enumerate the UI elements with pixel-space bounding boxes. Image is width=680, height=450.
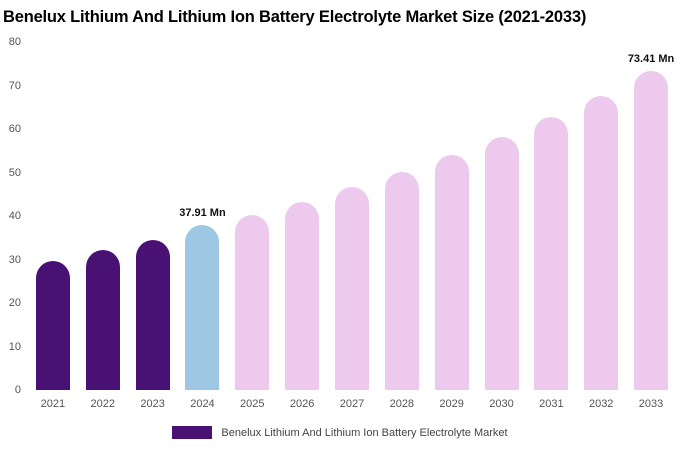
y-tick-50: 50 [8,166,21,179]
bar-2021 [35,261,70,390]
bar-2023 [135,239,170,390]
chart-title: Benelux Lithium And Lithium Ion Battery … [3,8,587,26]
x-tick-2030: 2030 [489,398,514,410]
bar-2028 [384,171,419,390]
bar-slot-2026 [277,42,327,390]
x-tick-2023: 2023 [140,398,165,410]
legend-swatch [172,426,213,439]
x-axis-labels: 2021 2022 2023 2024 2025 2026 2027 2028 2029 2030… [28,398,676,410]
bar-slot-2024: 37.91 Mn [178,42,228,390]
bar-2031 [534,116,569,390]
x-tick-2025: 2025 [240,398,265,410]
bar-2026 [285,201,320,390]
bar-2022 [85,250,120,390]
bar-slot-2028 [377,42,427,390]
x-tick-2031: 2031 [539,398,564,410]
x-tick-2024: 2024 [190,398,215,410]
value-label-2024: 37.91 Mn [179,207,226,220]
y-tick-30: 30 [8,253,21,266]
bar-slot-2029 [427,42,477,390]
bar-slot-2031 [526,42,576,390]
bar-slot-2032 [576,42,626,390]
x-tick-2028: 2028 [389,398,415,410]
bar-slot-2025 [227,42,277,390]
x-tick-2026: 2026 [289,398,315,410]
bar-2032 [584,95,619,390]
value-label-2033: 73.41 Mn [627,52,675,65]
y-tick-10: 10 [8,340,21,353]
bar-slot-2023 [128,42,178,390]
legend-label: Benelux Lithium And Lithium Ion Battery … [221,426,508,439]
x-tick-2033: 2033 [638,398,664,410]
bar-2033 [634,70,669,390]
x-tick-2032: 2032 [588,398,614,410]
bar-slot-2022 [78,42,128,390]
bar-slot-2027 [327,42,377,390]
y-tick-20: 20 [8,297,21,309]
plot-area: 37.91 Mn 73.41 Mn [28,42,676,390]
y-axis: 0 10 20 30 40 50 60 70 80 [0,36,24,396]
y-tick-70: 70 [8,79,21,92]
bar-slot-2030 [477,42,527,390]
y-tick-80: 80 [8,36,21,48]
bar-2025 [235,214,270,390]
y-tick-60: 60 [8,123,21,135]
x-tick-2021: 2021 [40,398,66,410]
x-tick-2027: 2027 [339,398,365,410]
bar-2030 [484,136,519,390]
bar-2024 [185,225,220,390]
legend: Benelux Lithium And Lithium Ion Battery … [0,426,680,439]
bar-slot-2033: 73.41 Mn [626,42,676,390]
bar-2029 [434,154,469,390]
bar-2027 [334,187,369,390]
y-tick-40: 40 [8,210,21,222]
y-tick-0: 0 [14,384,21,396]
bar-slot-2021 [28,42,78,390]
x-tick-2029: 2029 [439,398,464,410]
x-tick-2022: 2022 [90,398,115,410]
